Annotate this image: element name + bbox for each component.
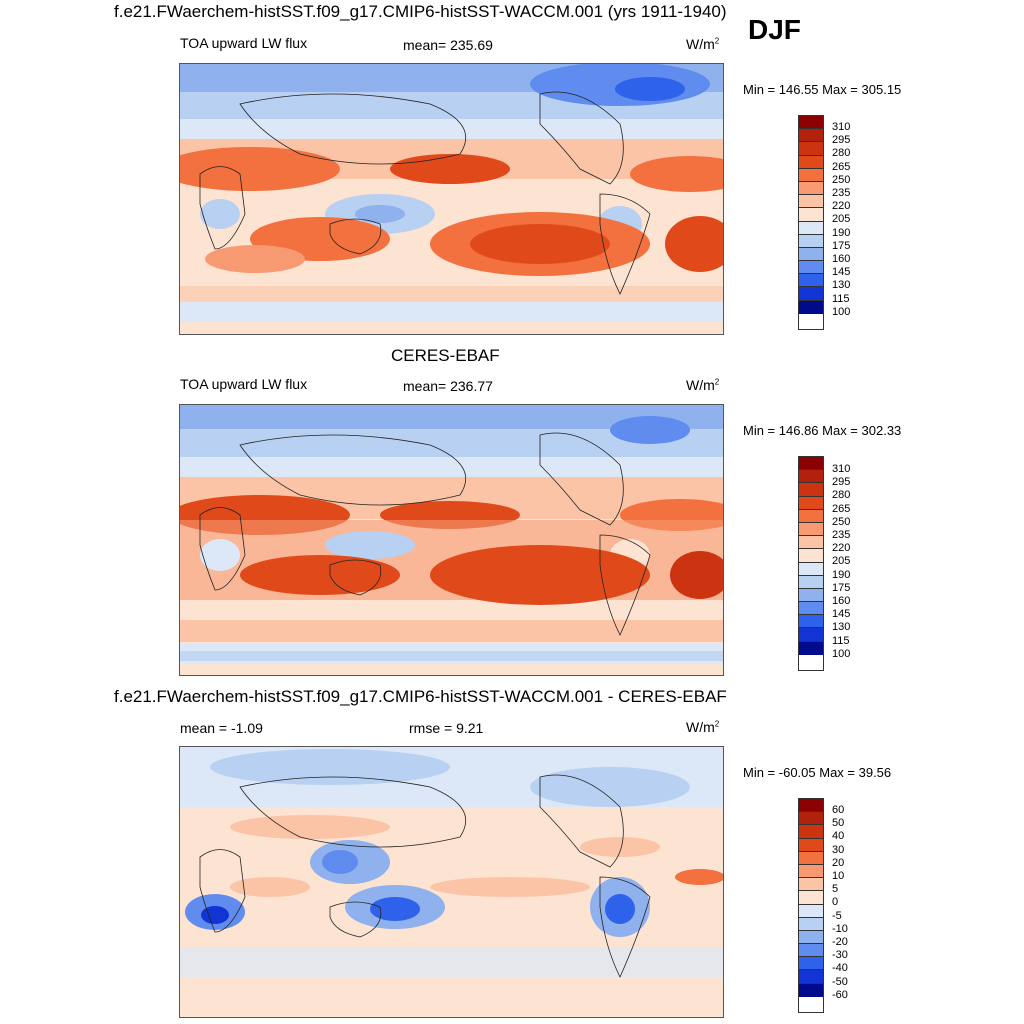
panel3-map (179, 746, 724, 1018)
panel1-colorbar (798, 115, 824, 330)
panel3-colorbar (798, 798, 824, 1013)
panel3-mean-label: mean = -1.09 (180, 720, 263, 736)
panel1-map (179, 63, 724, 335)
panel1-mean-label: mean= 235.69 (403, 37, 493, 53)
panel2-variable-label: TOA upward LW flux (180, 376, 308, 392)
panel2-map (179, 404, 724, 676)
panel3-title: f.e21.FWaerchem-histSST.f09_g17.CMIP6-hi… (114, 687, 727, 706)
panel1-variable-label: TOA upward LW flux (180, 35, 308, 51)
panel3-units-label: W/m2 (686, 719, 720, 735)
panel1-units-label: W/m2 (686, 36, 720, 52)
panel3-minmax: Min = -60.05 Max = 39.56 (743, 765, 892, 780)
panel1-minmax: Min = 146.55 Max = 305.15 (743, 82, 902, 97)
panel3-rmse-label: rmse = 9.21 (409, 720, 484, 736)
panel2-colorbar (798, 456, 824, 671)
panel2-mean-label: mean= 236.77 (403, 378, 493, 394)
panel2-minmax: Min = 146.86 Max = 302.33 (743, 423, 902, 438)
panel2-title: CERES-EBAF (391, 346, 500, 365)
panel1-title: f.e21.FWaerchem-histSST.f09_g17.CMIP6-hi… (114, 2, 727, 21)
panel2-units-label: W/m2 (686, 377, 720, 393)
season-label: DJF (748, 14, 801, 45)
